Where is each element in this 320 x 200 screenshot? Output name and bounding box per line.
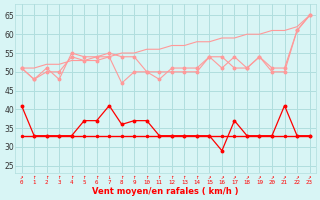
X-axis label: Vent moyen/en rafales ( km/h ): Vent moyen/en rafales ( km/h ) [92, 187, 239, 196]
